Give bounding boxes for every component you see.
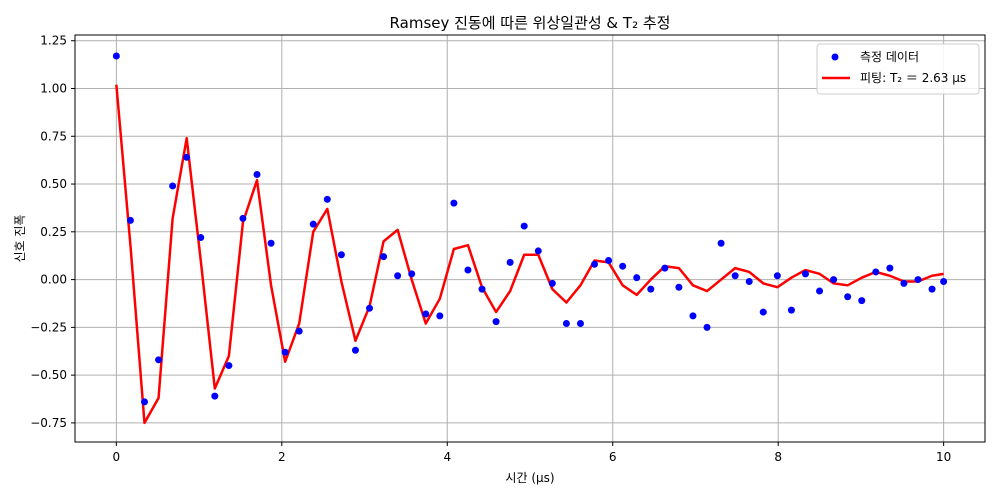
data-point — [520, 222, 528, 230]
y-tick-label: 0.75 — [40, 129, 67, 143]
data-point — [619, 262, 627, 270]
data-point — [830, 276, 838, 284]
data-point — [450, 199, 458, 207]
data-point — [281, 348, 289, 356]
data-point — [562, 320, 570, 328]
data-point — [295, 327, 303, 335]
data-point — [647, 285, 655, 293]
data-point — [253, 170, 261, 178]
data-point — [633, 274, 641, 282]
data-point — [548, 279, 556, 287]
y-tick-label: 0.50 — [40, 177, 67, 191]
data-point — [211, 392, 219, 400]
plot-area — [112, 52, 948, 425]
y-tick-label: 1.25 — [40, 34, 67, 48]
data-point — [140, 398, 148, 406]
data-point — [337, 251, 345, 259]
chart-title: Ramsey 진동에 따른 위상일관성 & T₂ 추정 — [390, 14, 671, 32]
data-point — [717, 239, 725, 247]
data-point — [759, 308, 767, 316]
y-axis-label: 신호 진폭 — [13, 215, 27, 263]
legend-label-scatter: 측정 데이터 — [860, 50, 919, 64]
y-tick-label: 0.25 — [40, 225, 67, 239]
legend-label-line: 피팅: T₂ ＝ 2.63 μs — [860, 71, 966, 85]
x-tick-label: 4 — [443, 450, 451, 464]
data-point — [591, 260, 599, 268]
y-tick-label: −0.50 — [30, 368, 67, 382]
data-point — [169, 182, 177, 190]
data-point — [155, 356, 163, 364]
data-point — [703, 323, 711, 331]
data-point — [773, 272, 781, 280]
data-point — [900, 279, 908, 287]
data-point — [492, 318, 500, 326]
data-point — [408, 270, 416, 278]
data-point — [914, 276, 922, 284]
data-point — [225, 362, 233, 370]
data-point — [689, 312, 697, 320]
data-point — [422, 310, 430, 318]
x-tick-label: 8 — [774, 450, 782, 464]
data-point — [126, 216, 134, 224]
data-point — [801, 270, 809, 278]
data-point — [380, 253, 388, 261]
x-tick-label: 6 — [609, 450, 617, 464]
data-point — [309, 220, 317, 228]
legend: 측정 데이터 피팅: T₂ ＝ 2.63 μs — [816, 43, 980, 95]
data-point — [239, 214, 247, 222]
data-point — [366, 304, 374, 312]
legend-box — [816, 43, 980, 95]
y-tick-label: 0.00 — [40, 273, 67, 287]
y-tick-label: −0.75 — [30, 416, 67, 430]
data-point — [267, 239, 275, 247]
x-tick-label: 0 — [113, 450, 121, 464]
x-axis-ticks: 0 2 4 6 8 10 — [113, 442, 951, 464]
legend-marker-scatter — [831, 53, 839, 61]
y-tick-label: 1.00 — [40, 82, 67, 96]
data-point — [197, 234, 205, 242]
data-point — [576, 320, 584, 328]
x-tick-label: 2 — [278, 450, 286, 464]
data-point — [844, 293, 852, 301]
data-point — [605, 256, 613, 264]
fit-line — [115, 84, 944, 425]
plot-frame — [74, 34, 986, 443]
data-point — [394, 272, 402, 280]
data-point — [940, 277, 948, 285]
data-point — [816, 287, 824, 295]
data-point — [478, 285, 486, 293]
y-axis-ticks: −0.75 −0.50 −0.25 0.00 0.25 0.50 0.75 1.00 1.25 — [30, 34, 75, 430]
data-point — [787, 306, 795, 314]
x-tick-label: 10 — [936, 450, 951, 464]
data-point — [534, 247, 542, 255]
data-point — [675, 283, 683, 291]
y-tick-label: −0.25 — [30, 320, 67, 334]
data-point — [323, 195, 331, 203]
data-point — [886, 264, 894, 272]
data-point — [112, 52, 120, 60]
data-point — [745, 277, 753, 285]
data-point — [506, 258, 514, 266]
data-point — [928, 285, 936, 293]
data-point — [872, 268, 880, 276]
data-point — [351, 346, 359, 354]
data-point — [731, 272, 739, 280]
data-point — [436, 312, 444, 320]
data-point — [183, 153, 191, 161]
data-point — [858, 297, 866, 305]
data-point — [661, 264, 669, 272]
x-axis-label: 시간 (μs) — [505, 471, 554, 485]
data-point — [464, 266, 472, 274]
